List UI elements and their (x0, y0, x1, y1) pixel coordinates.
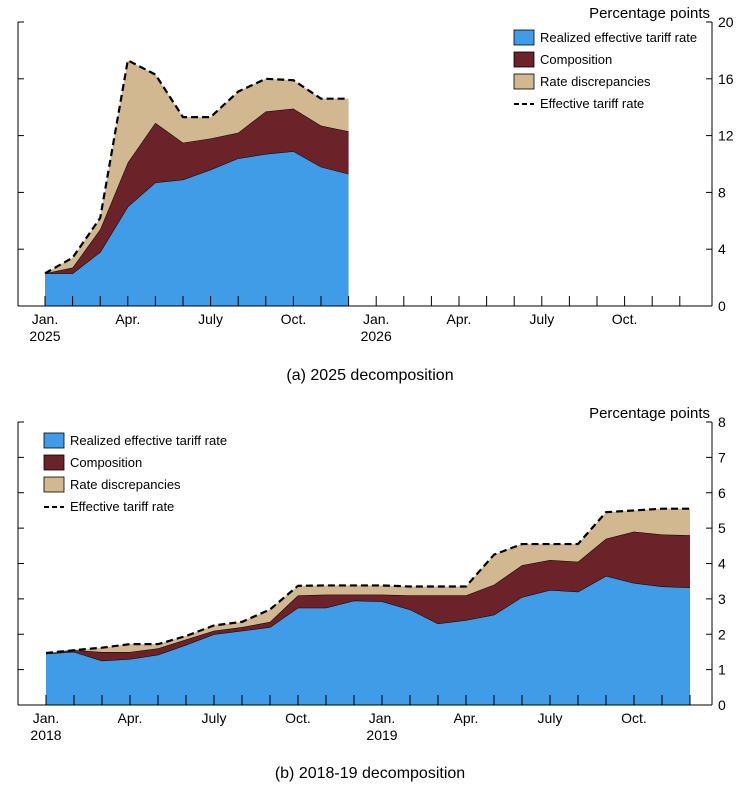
y-tick-label: 20 (718, 14, 734, 30)
legend: Realized effective tariff rate Compositio… (43, 432, 227, 514)
y-tick-label: 0 (718, 298, 726, 314)
y-tick-label: 4 (718, 556, 726, 572)
area-composition (45, 108, 349, 274)
y-tick-label: 6 (718, 485, 726, 501)
x-tick-label: July (529, 311, 554, 327)
legend-swatch (43, 454, 65, 471)
legend-label: Effective tariff rate (70, 499, 174, 514)
legend: Realized effective tariff rate Compositio… (513, 29, 697, 111)
y-tick-label: 12 (718, 128, 734, 144)
x-tick-label: July (202, 710, 227, 726)
effective-tariff-rate-line (44, 58, 349, 275)
y-tick-label: 4 (718, 241, 726, 257)
x-tick-label: Jan. (32, 311, 58, 327)
x-tick-year-label: 2018 (30, 727, 61, 743)
x-tick-label: Jan. (33, 710, 59, 726)
y-tick-label: 16 (718, 71, 734, 87)
x-tick-label: July (538, 710, 563, 726)
legend-label: Rate discrepancies (540, 74, 651, 89)
legend-label: Composition (540, 52, 612, 67)
y-tick-label: 2 (718, 626, 726, 642)
x-tick-label: Apr. (118, 710, 143, 726)
x-tick-label: Oct. (281, 311, 307, 327)
y-tick-label: 8 (718, 414, 726, 430)
legend-label: Realized effective tariff rate (70, 433, 227, 448)
x-tick-year-label: 2025 (29, 328, 60, 344)
x-tick-label: Jan. (363, 311, 389, 327)
x-tick-label: Apr. (447, 311, 472, 327)
legend-swatch (43, 432, 65, 449)
x-tick-label: Apr. (115, 311, 140, 327)
legend-label: Rate discrepancies (70, 477, 181, 492)
legend-swatch (513, 51, 535, 68)
y-tick-label: 1 (718, 662, 726, 678)
area-composition (46, 531, 690, 661)
y-axis-label: Percentage points (589, 5, 710, 22)
x-tick-year-label: 2019 (366, 727, 397, 743)
y-tick-label: 7 (718, 449, 726, 465)
legend-label: Effective tariff rate (540, 96, 644, 111)
y-tick-label: 5 (718, 520, 726, 536)
area-discrepancies (45, 60, 349, 274)
legend-swatch (513, 73, 535, 90)
x-tick-label: Jan. (369, 710, 395, 726)
x-tick-label: Oct. (621, 710, 647, 726)
area-discrepancies (46, 508, 690, 654)
chart-caption: (a) 2025 decomposition (286, 367, 453, 384)
chart-caption: (b) 2018-19 decomposition (275, 765, 465, 782)
legend-label: Composition (70, 455, 142, 470)
x-tick-year-label: 2026 (361, 328, 392, 344)
y-tick-label: 3 (718, 591, 726, 607)
y-tick-label: 8 (718, 184, 726, 200)
x-tick-label: July (198, 311, 223, 327)
x-tick-label: Oct. (612, 311, 638, 327)
legend-swatch (513, 29, 535, 46)
y-tick-label: 0 (718, 697, 726, 713)
y-axis-label: Percentage points (589, 405, 710, 422)
x-tick-label: Oct. (285, 710, 311, 726)
area-realized (45, 151, 349, 306)
x-tick-label: Apr. (454, 710, 479, 726)
area-realized (46, 575, 690, 705)
legend-swatch (43, 476, 65, 493)
legend-label: Realized effective tariff rate (540, 30, 697, 45)
